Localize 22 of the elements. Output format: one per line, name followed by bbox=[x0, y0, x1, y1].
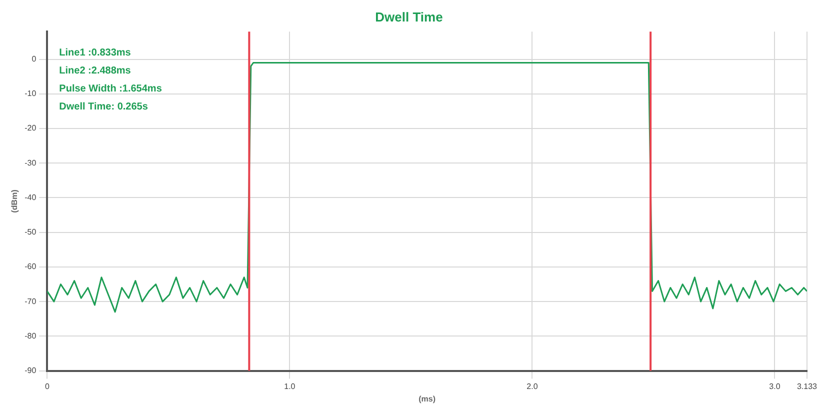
y-axis-title: (dBm) bbox=[10, 189, 20, 213]
y-tick-label: -80 bbox=[24, 331, 37, 340]
y-tick-label: -10 bbox=[24, 89, 37, 98]
y-tick-label: -40 bbox=[24, 192, 37, 202]
x-tick-label: 1.0 bbox=[284, 382, 296, 391]
annotation: Line2 :2.488ms bbox=[59, 65, 132, 76]
y-tick-label: -70 bbox=[24, 296, 37, 306]
y-tick-label: -50 bbox=[24, 228, 37, 237]
y-tick-label: -30 bbox=[24, 158, 37, 168]
annotation: Pulse Width :1.654ms bbox=[59, 83, 162, 94]
x-tick-label: 3.133 bbox=[796, 382, 818, 391]
x-tick-label: 3.0 bbox=[769, 382, 781, 391]
y-tick-label: -20 bbox=[24, 124, 37, 133]
y-tick-label: -90 bbox=[24, 366, 37, 376]
y-tick-label: -60 bbox=[24, 262, 37, 272]
x-tick-label: 2.0 bbox=[526, 382, 538, 391]
annotation: Line1 :0.833ms bbox=[59, 47, 132, 58]
y-tick-label: 0 bbox=[32, 54, 37, 64]
chart-title: Dwell Time bbox=[375, 9, 443, 24]
x-axis-title: (ms) bbox=[418, 394, 436, 404]
annotation: Dwell Time: 0.265s bbox=[59, 101, 148, 112]
x-tick-label: 0 bbox=[44, 382, 50, 391]
